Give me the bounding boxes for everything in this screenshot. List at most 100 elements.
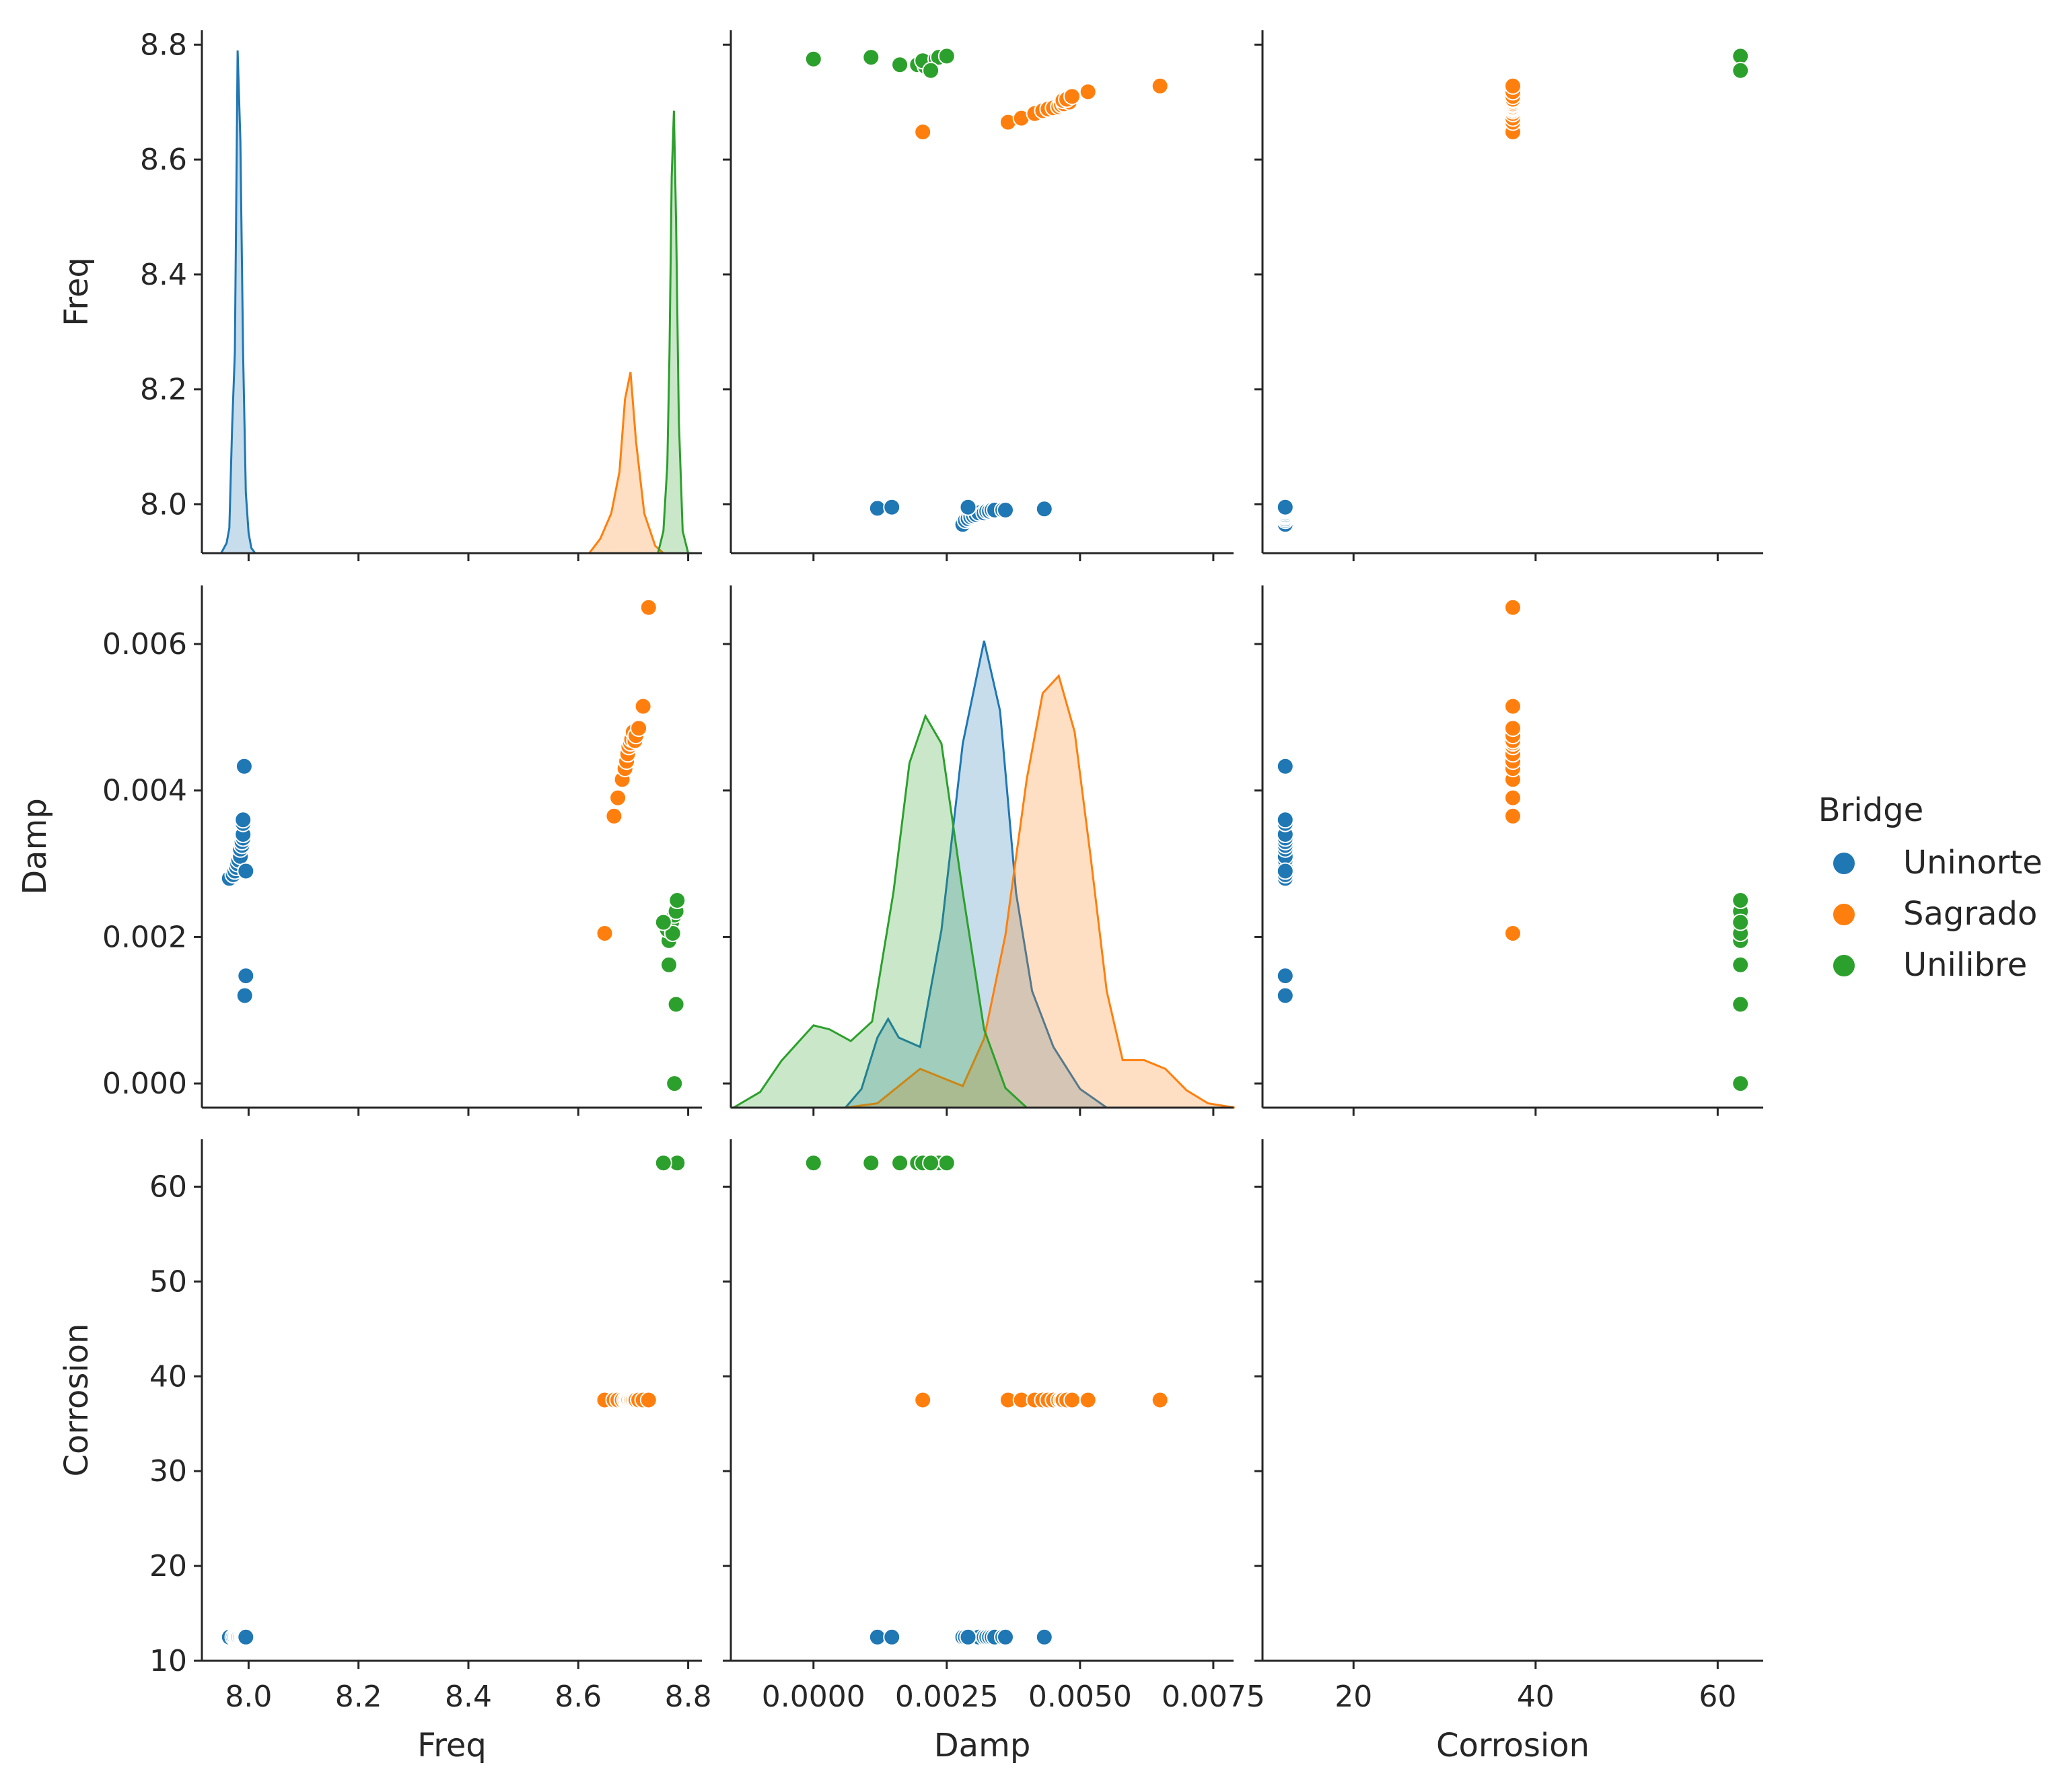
point-sagrado bbox=[1504, 807, 1522, 825]
point-sagrado bbox=[1063, 87, 1081, 106]
panel-r1-c1 bbox=[723, 585, 1235, 1116]
x-tick-label: 0.0050 bbox=[1028, 1680, 1132, 1714]
kde-uninorte-damp bbox=[843, 640, 1110, 1109]
x-tick-label: 8.6 bbox=[555, 1680, 602, 1714]
point-unilibre bbox=[804, 50, 822, 68]
point-uninorte bbox=[237, 967, 255, 985]
x-tick-label: 0.0075 bbox=[1162, 1680, 1265, 1714]
point-uninorte bbox=[959, 498, 977, 516]
point-unilibre bbox=[804, 1154, 822, 1172]
x-tick-label: 8.4 bbox=[445, 1680, 492, 1714]
x-axis-label-corrosion: Corrosion bbox=[1436, 1727, 1590, 1764]
point-uninorte bbox=[1276, 811, 1294, 829]
x-tick-label: 20 bbox=[1335, 1680, 1372, 1714]
point-sagrado bbox=[1504, 925, 1522, 942]
y-tick-label: 8.8 bbox=[140, 28, 187, 62]
y-tick-label: 30 bbox=[149, 1454, 187, 1489]
legend-marker-unilibre bbox=[1832, 954, 1856, 978]
point-unilibre bbox=[891, 1154, 909, 1172]
point-sagrado bbox=[1151, 77, 1169, 95]
point-uninorte bbox=[883, 1628, 901, 1646]
point-uninorte bbox=[234, 811, 252, 829]
point-sagrado bbox=[1504, 77, 1522, 95]
point-sagrado bbox=[634, 697, 652, 715]
point-uninorte bbox=[959, 1628, 977, 1646]
point-sagrado bbox=[630, 719, 648, 738]
x-tick-label: 8.8 bbox=[665, 1680, 712, 1714]
y-tick-label: 8.6 bbox=[140, 143, 187, 177]
panel-r1-c2 bbox=[1254, 585, 1763, 1116]
y-tick-label: 0.002 bbox=[102, 920, 187, 954]
point-sagrado bbox=[1079, 1391, 1097, 1409]
y-tick-label: 60 bbox=[149, 1170, 187, 1204]
point-uninorte bbox=[883, 498, 901, 516]
point-uninorte bbox=[237, 1628, 255, 1646]
point-unilibre bbox=[666, 1075, 684, 1093]
point-sagrado bbox=[1504, 719, 1522, 738]
point-unilibre bbox=[1732, 1075, 1750, 1093]
y-axis-label-freq: Freq bbox=[58, 257, 96, 326]
point-unilibre bbox=[922, 61, 940, 79]
point-uninorte bbox=[1276, 498, 1294, 516]
point-sagrado bbox=[914, 123, 932, 141]
point-unilibre bbox=[1732, 913, 1750, 931]
legend-label-unilibre: Unilibre bbox=[1903, 946, 2027, 984]
legend-label-sagrado: Sagrado bbox=[1903, 895, 2037, 933]
legend-label-uninorte: Uninorte bbox=[1903, 844, 2042, 882]
y-tick-label: 8.4 bbox=[140, 258, 187, 292]
y-tick-label: 0.006 bbox=[102, 627, 187, 661]
y-tick-label: 0.004 bbox=[102, 774, 187, 808]
panel-r0-c1 bbox=[723, 30, 1234, 561]
panel-r2-c2: 20 40 60 bbox=[1254, 1139, 1763, 1714]
panel-r0-c2 bbox=[1254, 30, 1763, 561]
point-uninorte bbox=[235, 757, 253, 775]
kde-unilibre-damp bbox=[730, 713, 1030, 1109]
point-sagrado bbox=[914, 1391, 932, 1409]
x-tick-label: 8.2 bbox=[335, 1680, 382, 1714]
point-sagrado bbox=[639, 1391, 657, 1409]
point-uninorte bbox=[868, 499, 886, 517]
point-uninorte bbox=[997, 501, 1014, 519]
legend-title: Bridge bbox=[1818, 791, 1923, 829]
point-sagrado bbox=[609, 789, 627, 807]
point-uninorte bbox=[236, 987, 254, 1005]
point-uninorte bbox=[1276, 862, 1294, 880]
point-unilibre bbox=[654, 913, 672, 931]
point-sagrado bbox=[1504, 697, 1522, 715]
point-sagrado bbox=[639, 598, 657, 616]
point-sagrado bbox=[605, 807, 623, 825]
panel-r2-c0: 10 20 30 40 50 60 8.0 8.2 8.4 8.6 8.8 bbox=[149, 1139, 712, 1714]
legend-marker-uninorte bbox=[1832, 851, 1856, 875]
point-unilibre bbox=[891, 56, 909, 74]
point-uninorte bbox=[1035, 500, 1053, 518]
point-sagrado bbox=[1079, 83, 1097, 101]
point-unilibre bbox=[922, 1154, 940, 1172]
point-unilibre bbox=[654, 1154, 672, 1172]
legend-marker-sagrado bbox=[1832, 902, 1856, 927]
point-sagrado bbox=[596, 925, 614, 942]
y-tick-label: 10 bbox=[149, 1644, 187, 1678]
y-tick-label: 8.2 bbox=[140, 373, 187, 407]
point-unilibre bbox=[937, 47, 956, 65]
point-unilibre bbox=[937, 1154, 956, 1172]
y-axis-label-damp: Damp bbox=[16, 798, 54, 895]
kde-unilibre-freq bbox=[656, 110, 690, 554]
point-uninorte bbox=[1035, 1628, 1053, 1646]
kde-sagrado-damp bbox=[845, 674, 1235, 1109]
y-tick-label: 20 bbox=[149, 1549, 187, 1583]
y-axis-label-corrosion: Corrosion bbox=[58, 1324, 96, 1477]
point-unilibre bbox=[660, 956, 678, 974]
point-unilibre bbox=[664, 925, 682, 942]
legend: Bridge Uninorte Sagrado Unilibre bbox=[1818, 791, 2042, 984]
point-sagrado bbox=[1151, 1391, 1169, 1409]
x-tick-label: 0.0025 bbox=[895, 1680, 999, 1714]
panel-r1-c0: 0.000 0.002 0.004 0.006 bbox=[102, 585, 702, 1116]
point-sagrado bbox=[1063, 1391, 1081, 1409]
point-unilibre bbox=[667, 995, 685, 1013]
x-axis-label-freq: Freq bbox=[417, 1727, 487, 1764]
point-uninorte bbox=[1276, 967, 1294, 985]
y-tick-label: 8.0 bbox=[140, 487, 187, 522]
y-tick-label: 40 bbox=[149, 1359, 187, 1394]
